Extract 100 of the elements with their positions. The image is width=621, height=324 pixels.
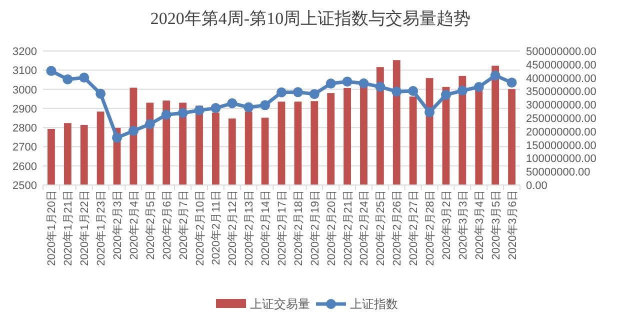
point xyxy=(210,103,221,114)
y-tick-label: 3100 xyxy=(12,65,37,78)
point xyxy=(408,86,418,96)
point xyxy=(342,76,352,87)
point xyxy=(276,87,286,98)
point xyxy=(490,70,500,81)
x-tick-label: 2020年2月5日 xyxy=(144,190,157,260)
bar xyxy=(294,102,302,185)
x-tick-label: 2020年2月4日 xyxy=(128,190,140,260)
point xyxy=(326,78,336,89)
point xyxy=(96,88,106,99)
legend-label: 上证交易量 xyxy=(250,297,310,311)
point xyxy=(244,102,254,112)
x-tick-label: 2020年1月20日 xyxy=(46,190,58,266)
y2-tick-label: 250000000.00 xyxy=(526,113,596,125)
point xyxy=(260,100,270,110)
bar xyxy=(179,102,187,185)
x-tick-label: 2020年3月5日 xyxy=(490,190,502,260)
bar xyxy=(278,102,286,185)
x-tick-label: 2020年2月19日 xyxy=(309,190,322,266)
x-tick-label: 2020年2月14日 xyxy=(260,190,272,266)
bar xyxy=(48,128,55,185)
x-tick-label: 2020年2月21日 xyxy=(342,190,354,266)
bar xyxy=(212,112,220,185)
chart-title: 2020年第4周-第10周上证指数与交易量趋势 xyxy=(150,9,471,28)
point xyxy=(424,107,435,118)
bar xyxy=(392,60,400,185)
y2-tick-label: 200000000.00 xyxy=(526,126,596,138)
bar xyxy=(261,118,269,185)
point xyxy=(440,90,451,100)
x-tick-label: 2020年2月17日 xyxy=(276,190,288,266)
bar xyxy=(64,123,72,185)
point xyxy=(227,98,238,108)
y2-tick-label: 150000000.00 xyxy=(526,140,596,152)
y-tick-label: 2600 xyxy=(12,160,37,173)
y2-tick-label: 0.00 xyxy=(526,180,548,192)
x-tick-label: 2020年3月6日 xyxy=(506,190,519,260)
y2-tick-label: 350000000.00 xyxy=(526,86,596,98)
bar xyxy=(310,101,318,185)
point xyxy=(292,87,303,98)
x-tick-label: 2020年1月23日 xyxy=(96,190,108,266)
point xyxy=(79,72,90,83)
point xyxy=(194,105,204,116)
bar xyxy=(244,112,252,185)
point xyxy=(375,82,386,92)
x-tick-label: 2020年3月2日 xyxy=(440,190,453,260)
y-tick-label: 2700 xyxy=(12,142,37,154)
x-tick-label: 2020年2月27日 xyxy=(408,190,420,266)
point xyxy=(62,74,73,84)
y-tick-label: 3200 xyxy=(12,46,37,58)
point xyxy=(457,86,468,96)
x-tick-label: 2020年3月4日 xyxy=(474,190,486,260)
y-tick-label: 2800 xyxy=(12,122,37,135)
point xyxy=(128,126,138,136)
point xyxy=(506,78,517,88)
x-tick-label: 2020年1月21日 xyxy=(62,190,75,266)
x-tick-label: 2020年2月13日 xyxy=(244,190,256,266)
bar xyxy=(344,88,351,185)
legend-label: 上证指数 xyxy=(350,297,398,311)
x-tick-label: 2020年2月3日 xyxy=(112,190,124,260)
x-tick-label: 2020年2月11日 xyxy=(210,190,223,266)
point xyxy=(46,66,56,76)
x-tick-label: 2020年2月20日 xyxy=(326,190,338,266)
y-tick-label: 2500 xyxy=(12,180,37,192)
bar xyxy=(376,67,384,185)
y2-tick-label: 450000000.00 xyxy=(526,59,596,72)
x-tick-label: 2020年2月24日 xyxy=(358,190,371,266)
x-tick-label: 2020年3月3日 xyxy=(457,190,470,260)
x-tick-label: 2020年2月7日 xyxy=(178,190,190,260)
x-tick-label: 2020年1月22日 xyxy=(79,190,92,266)
bar xyxy=(96,112,104,185)
x-tick-label: 2020年2月26日 xyxy=(392,190,404,266)
x-tick-label: 2020年2月12日 xyxy=(227,190,240,266)
point xyxy=(161,110,172,120)
bar xyxy=(508,89,516,185)
y2-tick-label: 100000000.00 xyxy=(526,153,596,166)
x-tick-label: 2020年2月18日 xyxy=(292,190,305,266)
bar xyxy=(492,66,500,185)
y2-tick-label: 50000000.00 xyxy=(526,166,590,179)
bar xyxy=(228,118,236,185)
point xyxy=(112,132,122,143)
bar xyxy=(409,96,417,185)
bar xyxy=(80,124,88,185)
x-tick-label: 2020年2月25日 xyxy=(375,190,388,266)
x-tick-label: 2020年2月10日 xyxy=(194,190,206,266)
point xyxy=(392,86,402,97)
point xyxy=(178,108,188,118)
point xyxy=(144,119,155,130)
y2-tick-label: 300000000.00 xyxy=(526,100,596,112)
x-tick-label: 2020年2月6日 xyxy=(161,190,174,260)
point xyxy=(309,89,320,100)
y2-tick-label: 400000000.00 xyxy=(526,72,596,85)
point xyxy=(474,82,484,92)
bar xyxy=(327,93,335,185)
y2-tick-label: 500000000.00 xyxy=(526,46,596,58)
x-tick-label: 2020年2月28日 xyxy=(424,190,437,266)
y-tick-label: 3000 xyxy=(12,84,37,96)
bar xyxy=(458,76,466,185)
point xyxy=(358,78,369,88)
y-tick-label: 2900 xyxy=(12,103,37,116)
